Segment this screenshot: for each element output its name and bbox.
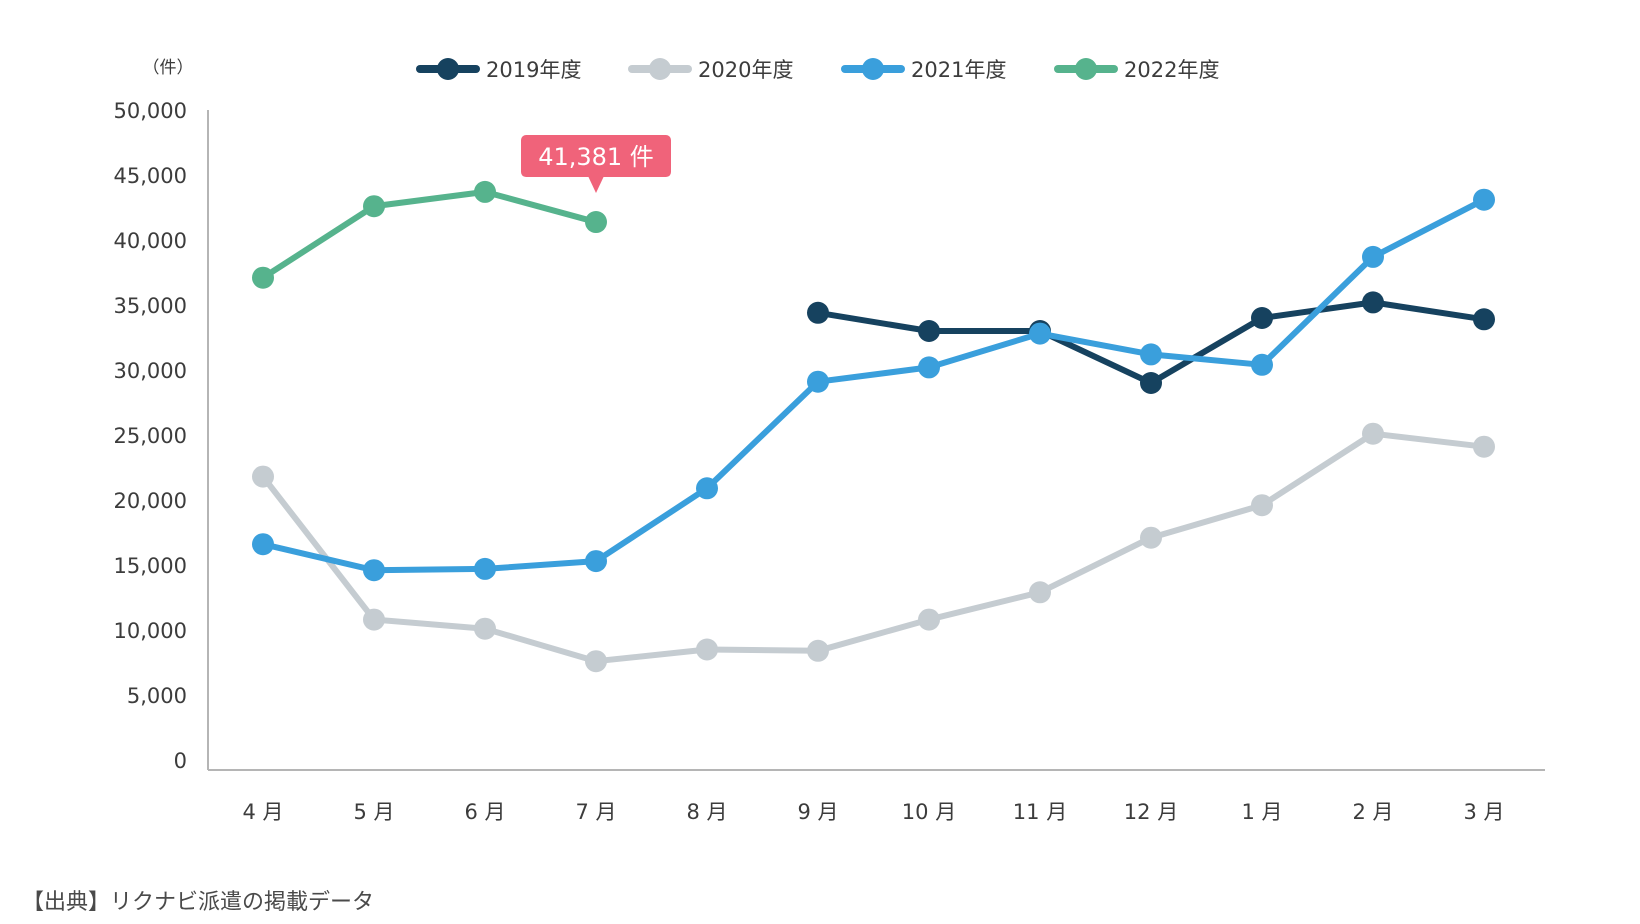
series-2022年度 <box>252 180 607 289</box>
y-axis-unit-label: （件） <box>143 58 194 78</box>
data-point <box>1251 353 1273 376</box>
data-point <box>807 370 829 393</box>
source-note: 【出典】リクナビ派遣の掲載データ <box>22 890 375 915</box>
legend-item: 2019年度 <box>416 58 581 82</box>
callout-box <box>521 135 671 178</box>
legend-swatch-point <box>1075 58 1097 80</box>
data-point <box>918 608 940 631</box>
series-line <box>260 196 1487 574</box>
y-tick-label: 5,000 <box>127 684 187 708</box>
legend-label: 2020年度 <box>698 58 793 82</box>
x-tick-label: 3 月 <box>1463 800 1504 824</box>
y-tick-label: 0 <box>174 749 187 773</box>
data-point <box>1362 422 1384 445</box>
data-point <box>696 477 718 500</box>
chart-series <box>252 180 1495 673</box>
x-tick-label: 11 月 <box>1013 800 1067 824</box>
data-point <box>1140 372 1162 394</box>
legend-label: 2019年度 <box>486 58 581 82</box>
data-point <box>363 608 385 631</box>
series-line <box>260 188 599 281</box>
legend-swatch-point <box>649 58 671 80</box>
data-point <box>474 557 496 580</box>
x-tick-label: 7 月 <box>575 800 616 824</box>
legend-item: 2021年度 <box>841 58 1006 82</box>
legend-label: 2022年度 <box>1124 58 1219 82</box>
data-point <box>696 638 718 661</box>
y-tick-label: 40,000 <box>114 229 187 253</box>
data-point <box>1140 526 1162 549</box>
x-tick-label: 10 月 <box>902 800 956 824</box>
data-point <box>363 559 385 582</box>
value-callout: 41,381 件 <box>521 135 671 194</box>
y-tick-label: 25,000 <box>114 424 187 448</box>
x-tick-label: 8 月 <box>686 800 727 824</box>
data-point <box>474 617 496 640</box>
legend-item: 2020年度 <box>628 58 793 82</box>
data-point <box>807 639 829 662</box>
x-tick-label: 5 月 <box>353 800 394 824</box>
y-tick-label: 35,000 <box>114 294 187 318</box>
chart-axes: （件） <box>143 58 1545 771</box>
x-tick-label: 12 月 <box>1124 800 1178 824</box>
y-tick-label: 45,000 <box>114 164 187 188</box>
x-tick-label: 6 月 <box>464 800 505 824</box>
series-2021年度 <box>252 188 1495 582</box>
data-point <box>1251 494 1273 517</box>
data-point <box>252 465 274 488</box>
data-point <box>252 533 274 556</box>
series-line <box>260 430 1487 665</box>
legend-label: 2021年度 <box>911 58 1006 82</box>
callout-pointer <box>588 176 604 194</box>
y-tick-label: 15,000 <box>114 554 187 578</box>
y-axis-ticks: 50,000 45,000 40,000 35,000 30,000 25,000 20,0… <box>114 99 187 773</box>
y-tick-label: 30,000 <box>114 359 187 383</box>
chart-legend: 2019年度 2020年度 2021年度 2022年度 <box>416 58 1219 82</box>
y-tick-label: 50,000 <box>114 99 187 123</box>
data-point <box>585 550 607 573</box>
data-point <box>252 266 274 289</box>
x-tick-label: 9 月 <box>797 800 838 824</box>
legend-item: 2022年度 <box>1054 58 1219 82</box>
x-tick-label: 4 月 <box>242 800 283 824</box>
legend-swatch-point <box>862 58 884 80</box>
data-point <box>1362 245 1384 268</box>
series-2019年度 <box>807 291 1495 394</box>
data-point <box>1473 188 1495 211</box>
data-point <box>1473 435 1495 458</box>
data-point <box>585 211 607 234</box>
data-point <box>918 320 940 342</box>
x-tick-label: 2 月 <box>1352 800 1393 824</box>
data-point <box>1140 343 1162 366</box>
y-tick-label: 20,000 <box>114 489 187 513</box>
data-point <box>807 301 829 324</box>
data-point <box>918 356 940 379</box>
x-tick-label: 1 月 <box>1241 800 1282 824</box>
y-tick-label: 10,000 <box>114 619 187 643</box>
x-axis-ticks: 4 月 5 月 6 月 7 月 8 月 9 月 10 月 11 月 12 月 1 月 2 月 3 月 <box>242 800 1504 824</box>
data-point <box>585 650 607 673</box>
data-point <box>474 180 496 203</box>
data-point <box>1029 322 1051 345</box>
data-point <box>1473 308 1495 331</box>
series-2020年度 <box>252 422 1495 673</box>
data-point <box>1251 307 1273 329</box>
data-point <box>1362 291 1384 314</box>
data-point <box>1029 581 1051 604</box>
legend-swatch-point <box>437 58 459 80</box>
data-point <box>363 195 385 218</box>
callout-label: 41,381 件 <box>538 143 654 171</box>
